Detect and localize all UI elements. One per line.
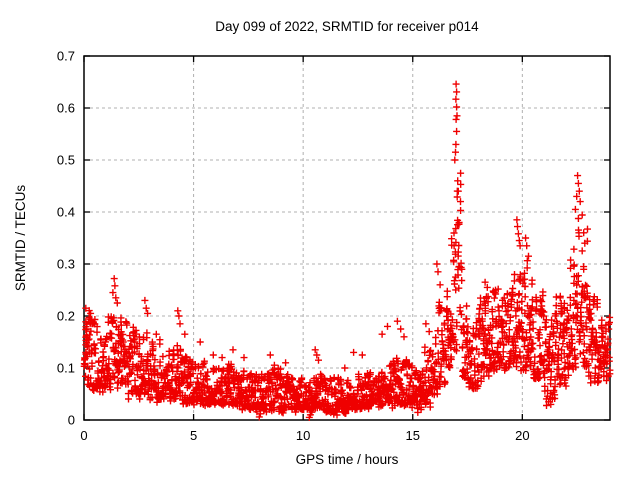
x-tick-label: 20 bbox=[515, 428, 529, 443]
plot-border bbox=[83, 55, 611, 421]
y-tick-label: 0 bbox=[68, 413, 75, 428]
y-tick-label: 0.2 bbox=[57, 309, 75, 324]
y-axis-label: SRMTID / TECUs bbox=[13, 185, 28, 292]
y-tick-label: 0.7 bbox=[57, 49, 75, 64]
y-tick-label: 0.4 bbox=[57, 205, 75, 220]
x-tick-label: 5 bbox=[190, 428, 197, 443]
y-tick-label: 0.1 bbox=[57, 361, 75, 376]
y-tick-label: 0.5 bbox=[57, 153, 75, 168]
x-tick-label: 15 bbox=[406, 428, 420, 443]
chart-title: Day 099 of 2022, SRMTID for receiver p01… bbox=[215, 19, 479, 34]
x-tick-labels: 0 5 10 15 20 bbox=[80, 428, 529, 443]
data-points bbox=[80, 80, 614, 421]
x-tick-label: 10 bbox=[296, 428, 310, 443]
y-tick-label: 0.6 bbox=[57, 101, 75, 116]
x-axis-label: GPS time / hours bbox=[296, 452, 399, 467]
x-tick-label: 0 bbox=[80, 428, 87, 443]
y-tick-labels: 0 0.1 0.2 0.3 0.4 0.5 0.6 0.7 bbox=[57, 49, 75, 428]
y-tick-label: 0.3 bbox=[57, 257, 75, 272]
